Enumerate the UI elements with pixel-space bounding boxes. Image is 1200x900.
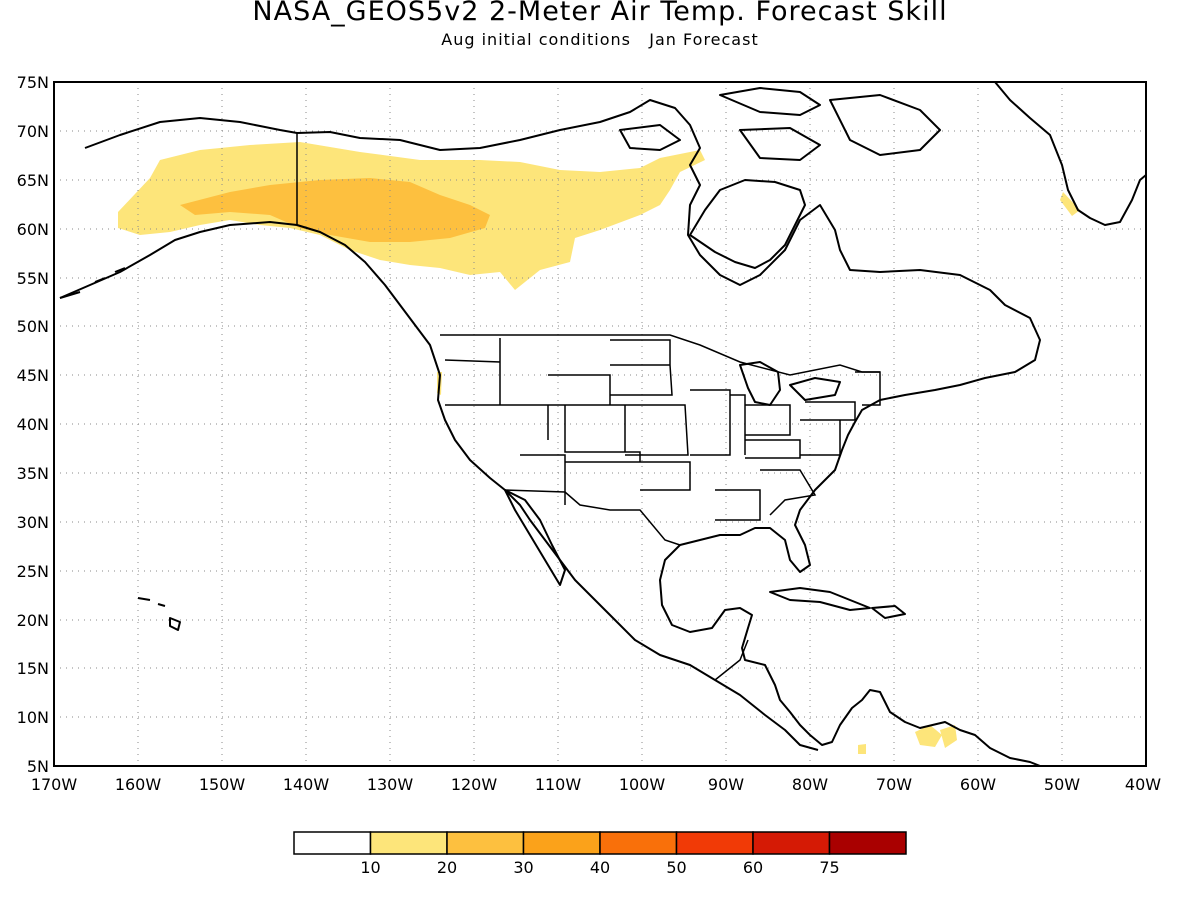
skill-region-small (858, 744, 866, 754)
lat-tick-label: 40N (17, 415, 49, 434)
map-subtitle: Aug initial conditions Jan Forecast (441, 30, 759, 49)
coastline-hudson-bay (689, 179, 806, 269)
colorbar-label: 60 (743, 858, 763, 877)
lon-tick-label: 50W (1044, 775, 1080, 794)
coastline-greenland (994, 82, 1146, 226)
lon-tick-labels: 170W 160W 150W 140W 130W 120W 110W 100W … (31, 775, 1161, 794)
colorbar-label: 30 (513, 858, 533, 877)
lat-tick-label: 65N (17, 171, 49, 190)
lon-tick-label: 130W (367, 775, 414, 794)
map-title: NASA_GEOS5v2 2-Meter Air Temp. Forecast … (252, 0, 948, 27)
colorbar-label: 75 (819, 858, 839, 877)
coastlines (59, 82, 1146, 766)
colorbar: 10 20 30 40 50 60 75 (293, 831, 907, 877)
lon-tick-label: 170W (31, 775, 78, 794)
political-boundaries (296, 133, 881, 681)
coastline-baja (504, 489, 566, 586)
lat-tick-label: 25N (17, 562, 49, 581)
skill-region-small (1060, 192, 1080, 216)
colorbar-box (752, 831, 831, 855)
skill-region-small (940, 725, 957, 748)
coastline-aleutians (59, 267, 126, 299)
lon-tick-label: 90W (708, 775, 744, 794)
border-alaska-canada (296, 133, 346, 246)
border-mexico-guatemala (714, 639, 749, 681)
lat-tick-label: 5N (27, 757, 49, 776)
colorbar-box (599, 831, 678, 855)
lat-tick-label: 10N (17, 708, 49, 727)
plot-frame (53, 81, 1147, 767)
lon-tick-label: 60W (960, 775, 996, 794)
lat-tick-label: 60N (17, 220, 49, 239)
coastline-hawaii (137, 597, 181, 631)
coastline-great-lakes (739, 361, 841, 406)
lat-tick-label: 30N (17, 513, 49, 532)
lon-tick-label: 80W (792, 775, 828, 794)
colorbar-label: 50 (666, 858, 686, 877)
lat-tick-label: 55N (17, 269, 49, 288)
colorbar-box (293, 831, 372, 855)
coastline-north-america (84, 99, 1043, 766)
colorbar-box (522, 831, 601, 855)
lon-tick-label: 110W (535, 775, 582, 794)
lon-tick-label: 40W (1125, 775, 1161, 794)
us-state-lines (444, 338, 881, 521)
coastline-arctic-islands (619, 87, 941, 161)
lat-tick-labels: 75N 70N 65N 60N 55N 50N 45N 40N 35N 30N … (17, 73, 49, 776)
lon-tick-label: 120W (451, 775, 498, 794)
lat-tick-label: 15N (17, 659, 49, 678)
lon-gridlines (137, 82, 1063, 766)
lon-tick-label: 140W (283, 775, 330, 794)
colorbar-label: 40 (590, 858, 610, 877)
lat-tick-label: 70N (17, 122, 49, 141)
lat-tick-label: 20N (17, 611, 49, 630)
coastline-hispaniola (871, 605, 906, 619)
lat-tick-label: 75N (17, 73, 49, 92)
coastline-cuba (769, 587, 871, 611)
lon-tick-label: 160W (115, 775, 162, 794)
skill-region-small (915, 725, 942, 747)
colorbar-label: 20 (437, 858, 457, 877)
lat-tick-label: 50N (17, 317, 49, 336)
colorbar-box (828, 831, 907, 855)
lon-tick-label: 70W (876, 775, 912, 794)
lon-tick-label: 100W (619, 775, 666, 794)
lat-tick-label: 35N (17, 464, 49, 483)
colorbar-label: 10 (360, 858, 380, 877)
coastline-pacific (59, 221, 819, 751)
colorbar-box (446, 831, 525, 855)
skill-region-20-30 (180, 178, 490, 242)
border-us-canada (440, 334, 880, 376)
colorbar-box (369, 831, 448, 855)
lon-tick-label: 150W (199, 775, 246, 794)
lat-tick-label: 45N (17, 366, 49, 385)
colorbar-box (675, 831, 754, 855)
